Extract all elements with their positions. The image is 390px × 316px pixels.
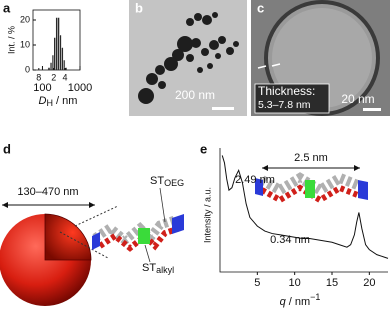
label-rest: / nm	[286, 296, 310, 308]
bar	[51, 54, 55, 71]
bar	[49, 62, 53, 71]
tem-image-b: b 200 nm	[129, 0, 247, 116]
bar	[55, 17, 58, 71]
plot-frame	[32, 9, 81, 71]
label-main: ST	[150, 175, 164, 187]
thickness-box	[254, 83, 330, 114]
panel-label: c	[257, 0, 264, 15]
y-axis-label: Intensity / a.u.	[202, 187, 212, 243]
st-alkyl-label: STalkyl	[142, 262, 174, 275]
x-tick-label: 10	[289, 277, 301, 289]
y-tick-label: 20	[20, 14, 30, 24]
diameter-label: 130–470 nm	[17, 186, 78, 198]
y-tick-label: 10	[20, 39, 30, 49]
line	[221, 155, 389, 259]
scale-bar-label: 200 nm	[175, 88, 215, 102]
annotation: 2.5 nm	[294, 152, 328, 164]
x-tick-label: 2	[51, 72, 56, 82]
panel-label: a	[3, 0, 11, 15]
label-sub: alkyl	[156, 265, 174, 275]
scale-bar-label: 20 nm	[341, 92, 374, 106]
label-rest: / nm	[53, 95, 77, 107]
y-tick-label: 0	[25, 64, 30, 74]
x-tick-label: 8	[36, 72, 41, 82]
scale-bar	[212, 107, 234, 110]
label-sup: −1	[310, 292, 320, 302]
x-tick-label: 100	[33, 82, 51, 94]
scale-bar	[363, 108, 381, 111]
thickness-label: Thickness:	[258, 84, 315, 98]
x-tick-label: 20	[363, 277, 375, 289]
molecule-inset	[255, 165, 368, 204]
axis-label: DH / nm	[39, 95, 78, 108]
st-oeg-label: STOEG	[150, 175, 184, 188]
molecule	[92, 214, 184, 252]
annotation: 0.34 nm	[270, 234, 310, 246]
panel-label: e	[200, 141, 207, 156]
thickness-value: 5.3–7.8 nm	[258, 99, 311, 111]
x-tick-label: 1000	[68, 82, 92, 94]
axes	[219, 148, 388, 273]
tem-image-c: c Thickness: 5.3–7.8 nm 20 nm	[251, 0, 390, 116]
label-main: q	[280, 296, 287, 308]
bar	[61, 47, 64, 71]
y-axis-label: Int. / %	[6, 26, 16, 54]
thickness-arrows	[257, 63, 281, 69]
label-main: ST	[142, 262, 156, 274]
x-tick-label: 15	[326, 277, 338, 289]
x-tick-label: 4	[63, 72, 68, 82]
label-sub: H	[47, 98, 54, 108]
panel-label: d	[3, 141, 11, 156]
x-tick-label: 5	[254, 277, 260, 289]
label-sub: OEG	[164, 178, 184, 188]
axis-label: q / nm−1	[280, 292, 321, 308]
panel-label: b	[135, 0, 143, 15]
annotation: 2.49 nm	[235, 174, 275, 186]
label-main: D	[39, 95, 47, 107]
bar	[53, 37, 56, 71]
bar	[57, 17, 60, 71]
bar	[59, 34, 62, 71]
schematic-d: 130–470 nm STOEG STalkyl	[0, 175, 184, 306]
